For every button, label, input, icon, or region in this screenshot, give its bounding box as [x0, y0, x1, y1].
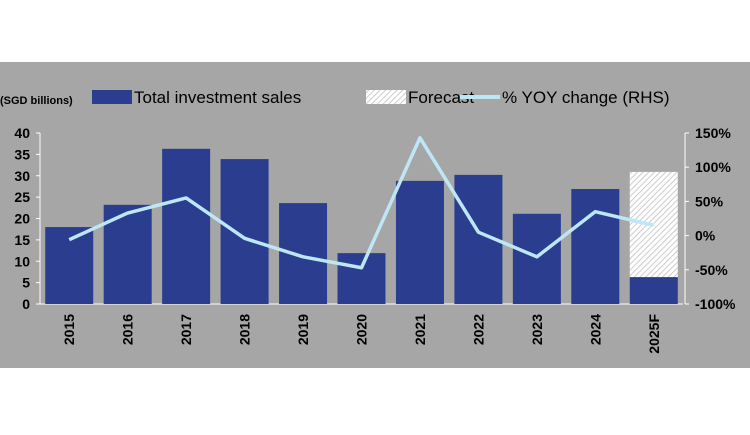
bar	[220, 159, 269, 304]
bar	[337, 253, 386, 304]
y-tick-label: 35	[14, 146, 30, 162]
y-tick-label: 5	[22, 275, 30, 291]
x-tick-label: 2020	[354, 314, 370, 345]
y2-tick-label: -50%	[695, 262, 728, 278]
bar	[512, 213, 561, 304]
bar	[279, 203, 328, 304]
bar	[45, 227, 94, 304]
bar	[629, 277, 678, 304]
x-tick-label: 2016	[120, 314, 136, 345]
legend-swatch	[366, 90, 406, 104]
bar	[571, 189, 620, 304]
y2-tick-label: 100%	[695, 159, 731, 175]
y-tick-label: 20	[14, 211, 30, 227]
x-tick-label: 2024	[587, 314, 603, 345]
x-tick-label: 2017	[178, 314, 194, 345]
x-tick-label: 2021	[412, 314, 428, 345]
y-tick-label: 10	[14, 253, 30, 269]
x-tick-label: 2025F	[646, 314, 662, 354]
y-axis-label: (SGD billions)	[0, 95, 73, 107]
bar	[395, 180, 444, 304]
x-tick-label: 2015	[61, 314, 77, 345]
legend-label: Forecast	[408, 88, 474, 107]
x-tick-label: 2018	[237, 314, 253, 345]
legend-label: Total investment sales	[134, 88, 301, 107]
x-tick-label: 2023	[529, 314, 545, 345]
legend-swatch	[92, 90, 132, 104]
y-tick-label: 40	[14, 125, 30, 141]
y2-tick-label: -100%	[695, 296, 736, 312]
y2-tick-label: 0%	[695, 228, 716, 244]
y-tick-label: 0	[22, 296, 30, 312]
y-tick-label: 25	[14, 189, 30, 205]
bar	[162, 148, 211, 304]
x-tick-label: 2022	[470, 314, 486, 345]
x-tick-label: 2019	[295, 314, 311, 345]
line	[68, 136, 655, 270]
y2-tick-label: 50%	[695, 193, 724, 209]
y-tick-label: 30	[14, 168, 30, 184]
y2-tick-label: 150%	[695, 125, 731, 141]
legend-label: % YOY change (RHS)	[502, 88, 670, 107]
y-tick-label: 15	[14, 232, 30, 248]
